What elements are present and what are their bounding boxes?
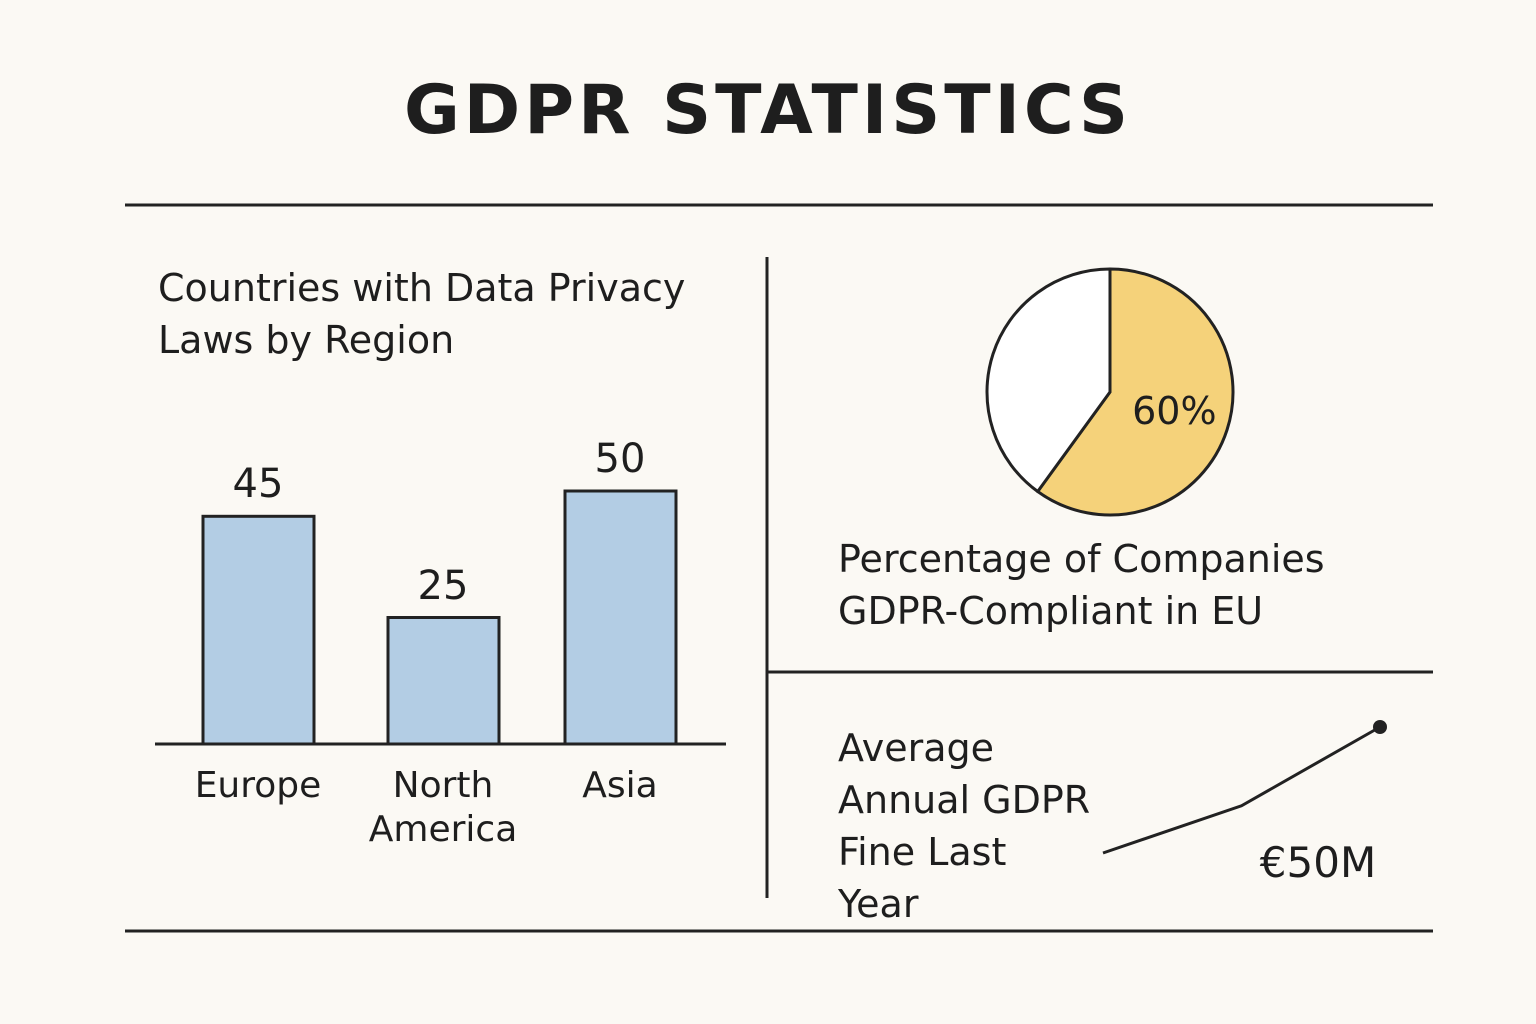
chart-title: Countries with Data Privacy Laws by Regi… (158, 266, 686, 362)
chart-title: Average Annual GDPR Fine Last Year (838, 726, 1091, 926)
pie-slice (1036, 267, 1235, 517)
page-title: GDPR STATISTICS (403, 71, 1133, 150)
chart-title: Percentage of Companies GDPR-Compliant i… (838, 537, 1325, 633)
point (1373, 720, 1387, 734)
line (1102, 725, 1381, 855)
bar (386, 616, 501, 746)
value-label: €50M (1259, 838, 1377, 887)
x-tick-label: North America (368, 765, 518, 850)
value-label: 25 (417, 562, 469, 609)
x-tick-label: Asia (582, 765, 658, 806)
bar (563, 489, 678, 746)
value-label: 50 (594, 436, 646, 482)
bar (201, 514, 316, 746)
value-label: 60% (1132, 388, 1217, 433)
pie-slice (985, 267, 1112, 494)
value-label: 45 (232, 461, 284, 508)
x-tick-label: Europe (194, 765, 322, 806)
